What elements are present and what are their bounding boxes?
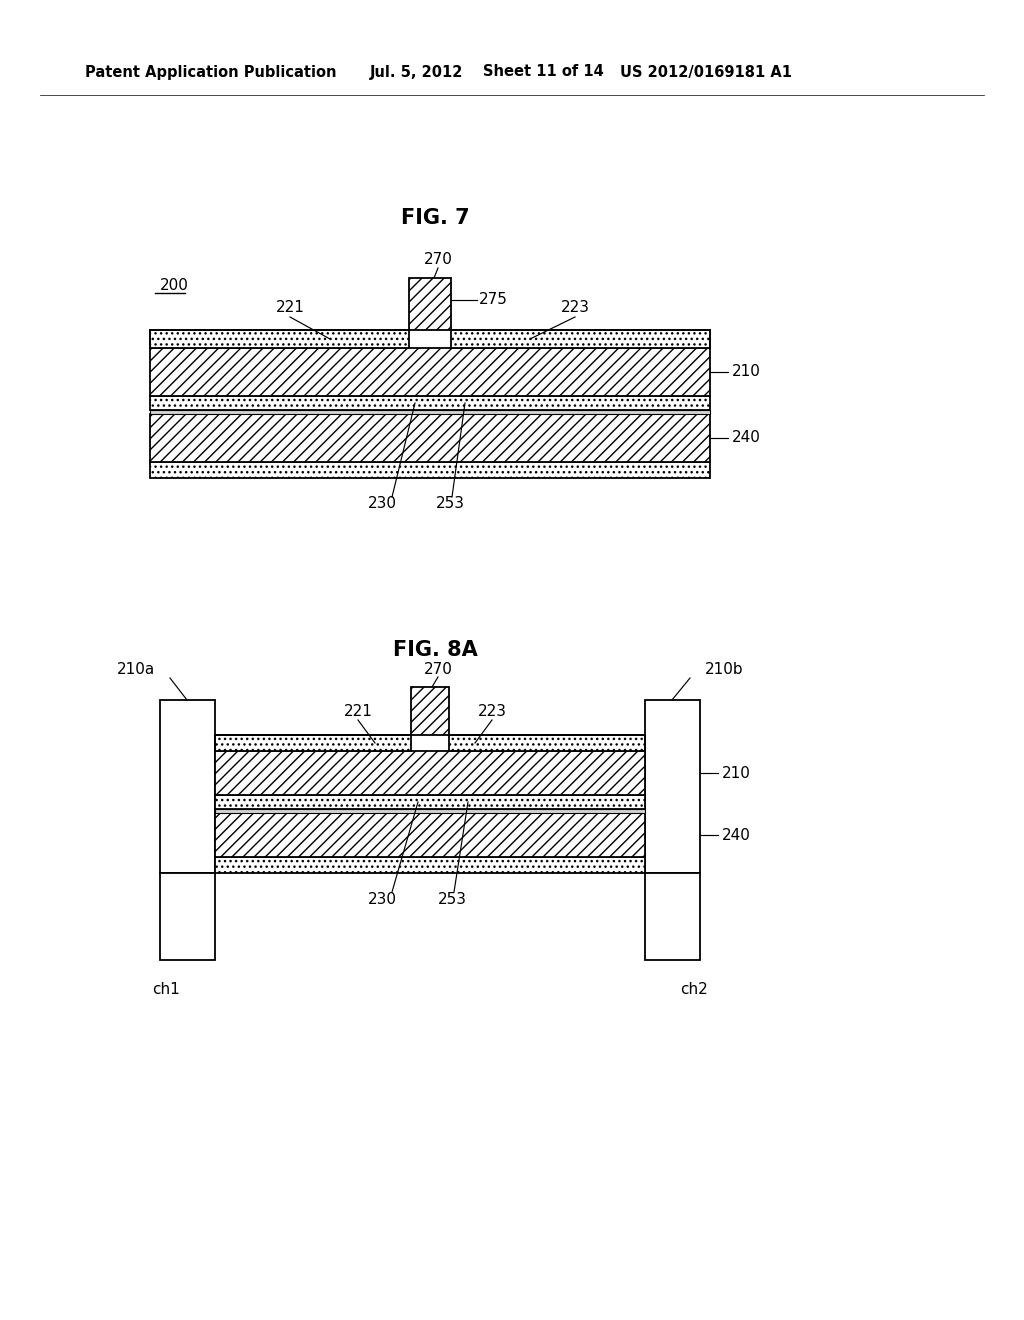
Text: 270: 270 (424, 661, 453, 676)
Text: 221: 221 (344, 704, 373, 718)
Text: 223: 223 (560, 301, 590, 315)
Text: Jul. 5, 2012: Jul. 5, 2012 (370, 65, 464, 79)
Text: 210a: 210a (117, 663, 155, 677)
Text: 200: 200 (160, 277, 188, 293)
Text: 240: 240 (722, 828, 751, 842)
Text: FIG. 8A: FIG. 8A (392, 640, 477, 660)
Text: 240: 240 (732, 430, 761, 446)
Text: 210: 210 (732, 364, 761, 380)
Bar (645, 700, 700, 873)
Text: ch1: ch1 (152, 982, 180, 998)
Bar (150, 462, 710, 478)
Bar (449, 735, 645, 751)
Text: 210b: 210b (705, 663, 743, 677)
Bar (150, 411, 710, 414)
Bar (215, 795, 645, 809)
Text: 223: 223 (477, 704, 507, 718)
Text: 253: 253 (437, 891, 467, 907)
Bar (215, 809, 645, 813)
Bar (215, 751, 645, 795)
Text: 230: 230 (368, 496, 396, 511)
Text: ch2: ch2 (680, 982, 708, 998)
Bar (645, 873, 700, 960)
Bar (215, 813, 645, 857)
Bar (150, 396, 710, 411)
Bar (411, 686, 449, 735)
Bar (160, 873, 215, 960)
Bar (150, 348, 710, 396)
Bar (150, 330, 409, 348)
Text: 210: 210 (722, 766, 751, 780)
Text: Patent Application Publication: Patent Application Publication (85, 65, 337, 79)
Text: 270: 270 (424, 252, 453, 268)
Text: 221: 221 (275, 301, 304, 315)
Bar (215, 735, 411, 751)
Text: US 2012/0169181 A1: US 2012/0169181 A1 (620, 65, 792, 79)
Text: 230: 230 (368, 891, 396, 907)
Bar (451, 330, 710, 348)
Text: 275: 275 (479, 293, 508, 308)
Bar (150, 414, 710, 462)
Text: FIG. 7: FIG. 7 (400, 209, 469, 228)
Text: 253: 253 (435, 496, 465, 511)
Bar (215, 857, 645, 873)
Bar (160, 700, 215, 873)
Bar (409, 279, 451, 330)
Text: Sheet 11 of 14: Sheet 11 of 14 (483, 65, 604, 79)
